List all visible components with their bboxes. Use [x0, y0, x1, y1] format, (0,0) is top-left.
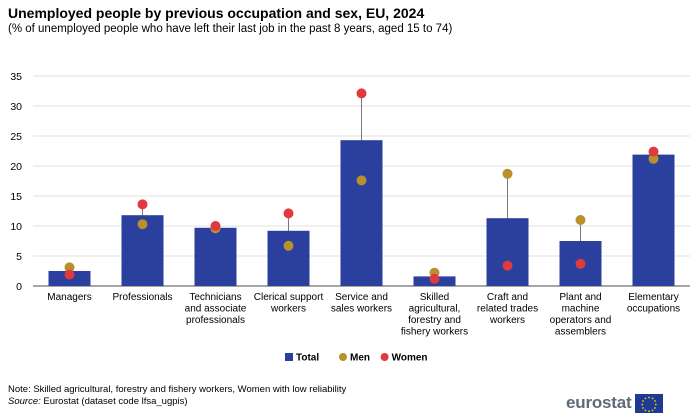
dot-men [283, 240, 294, 251]
chart: 0 5 10 15 20 25 30 35 Managers Professionals Tech… [10, 71, 690, 364]
source-text: Eurostat (dataset code lfsa_ugpis) [40, 396, 188, 407]
dot-women [283, 208, 294, 219]
y-tick-label: 35 [10, 71, 22, 83]
bar-total [340, 140, 383, 286]
bar-total [267, 230, 310, 286]
dot-women [575, 258, 586, 269]
dot-women [137, 199, 148, 210]
y-tick-label: 15 [10, 191, 22, 203]
y-tick-label: 5 [16, 251, 22, 263]
y-tick-label: 0 [16, 281, 22, 293]
dot-men [575, 215, 586, 225]
y-tick-label: 30 [10, 101, 22, 113]
bar-total [632, 154, 675, 286]
dot-men [502, 168, 513, 179]
x-tick-label: Plant and machine operators and assemblers [550, 292, 612, 338]
eu-flag-icon [635, 393, 664, 413]
bar-total [194, 227, 237, 286]
footnote-source: Source: Eurostat (dataset code lfsa_ugpi… [8, 396, 188, 407]
chart-subtitle: (% of unemployed people who have left th… [8, 23, 453, 35]
legend-swatch-women [380, 353, 389, 361]
footnote-note: Note: Skilled agricultural, forestry and… [8, 384, 347, 395]
y-tick-label: 25 [10, 131, 22, 143]
source-label: Source: [8, 396, 41, 407]
x-tick-label: Technicians and associate professionals [185, 292, 247, 326]
legend-swatch-men [339, 353, 347, 361]
dot-women [648, 146, 659, 157]
x-tick-label: Managers [47, 292, 91, 303]
legend-label-women: Women [392, 353, 428, 364]
dot-women [356, 88, 367, 99]
dot-women [64, 269, 75, 280]
x-tick-label: Craft and related trades workers [477, 292, 538, 326]
y-tick-label: 10 [10, 221, 22, 233]
bar-total [486, 218, 529, 286]
dot-men [648, 153, 659, 164]
legend-swatch-total [285, 353, 293, 361]
x-tick-label: Clerical support workers [254, 292, 324, 315]
dot-men [356, 175, 367, 186]
dot-men [64, 262, 75, 273]
dot-women [429, 273, 440, 284]
legend-label-total: Total [296, 353, 319, 364]
y-tick-label: 20 [10, 161, 22, 173]
x-tick-label: Skilled agricultural, forestry and fishery … [401, 292, 468, 338]
dot-women [210, 221, 221, 231]
legend-label-men: Men [350, 353, 370, 364]
eurostat-logo: eurostat [566, 393, 664, 413]
x-tick-label: Elementary occupations [627, 292, 680, 315]
logo-text: eurostat [566, 393, 632, 412]
dot-men [137, 219, 148, 230]
x-tick-label: Service and sales workers [331, 292, 392, 315]
x-tick-label: Professionals [112, 292, 172, 303]
chart-title: Unemployed people by previous occupation… [8, 5, 425, 21]
dot-women [502, 260, 513, 271]
